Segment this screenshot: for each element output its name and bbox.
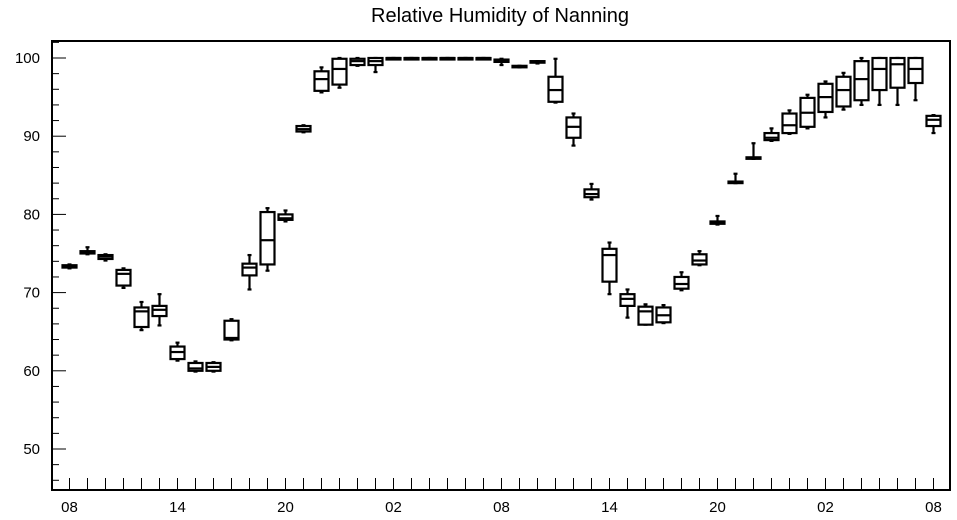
box-item (907, 56, 924, 102)
box-item (421, 56, 438, 61)
box-body (925, 114, 942, 128)
box-body (187, 361, 204, 372)
box-body (223, 319, 240, 341)
x-tick-label: 02 (385, 499, 402, 516)
box-item (187, 360, 204, 373)
x-axis: 08 14 20 02 08 14 20 02 08 (61, 478, 942, 516)
box-item (511, 64, 528, 69)
box-item (853, 56, 870, 107)
box-body (601, 247, 618, 283)
box-item (745, 142, 762, 160)
box-item (439, 56, 456, 61)
box-body (871, 56, 888, 92)
box-item (835, 71, 852, 111)
box-body (313, 70, 330, 92)
box-body (619, 293, 636, 307)
box-body (907, 56, 924, 85)
box-item (601, 241, 618, 296)
x-tick-label: 14 (601, 499, 618, 516)
box-item (637, 303, 654, 326)
box-body (259, 210, 276, 266)
y-tick-label: 80 (23, 206, 40, 223)
x-tick-label: 08 (925, 499, 942, 516)
box-item (691, 250, 708, 267)
box-body (115, 268, 132, 287)
box-body (277, 213, 294, 221)
box-body (835, 75, 852, 108)
box-item (475, 56, 492, 61)
box-item (727, 172, 744, 185)
x-tick-label: 08 (493, 499, 510, 516)
box-body (331, 57, 348, 86)
box-body (151, 304, 168, 318)
chart-title: Relative Humidity of Nanning (371, 5, 629, 27)
box-body (691, 253, 708, 266)
box-item (619, 288, 636, 319)
box-item (925, 113, 942, 135)
y-tick-label: 70 (23, 285, 40, 302)
box-item (277, 209, 294, 223)
x-tick-label: 20 (277, 499, 294, 516)
x-tick-label: 08 (61, 499, 78, 516)
box-item (367, 56, 384, 74)
box-item (889, 56, 906, 107)
box-item (169, 341, 186, 362)
x-tick-label: 20 (709, 499, 726, 516)
box-item (583, 182, 600, 201)
box-series (61, 56, 942, 373)
y-tick-label: 90 (23, 128, 40, 145)
box-item (295, 124, 312, 134)
box-item (673, 271, 690, 292)
box-body (241, 262, 258, 277)
box-body (853, 60, 870, 102)
x-tick-label: 14 (169, 499, 186, 516)
box-item (799, 93, 816, 130)
box-item (259, 207, 276, 272)
box-item (133, 300, 150, 332)
box-item (97, 253, 114, 262)
box-body (781, 112, 798, 135)
y-tick-label: 100 (15, 50, 40, 67)
box-body (763, 131, 780, 142)
box-item (313, 66, 330, 94)
box-item (565, 112, 582, 147)
box-item (763, 127, 780, 142)
box-item (241, 253, 258, 291)
box-item (349, 56, 366, 67)
box-item (709, 214, 726, 226)
box-item (205, 361, 222, 373)
box-item (79, 246, 96, 256)
box-item (385, 56, 402, 61)
box-item (457, 56, 474, 61)
box-item (529, 60, 546, 65)
box-item (493, 57, 510, 67)
y-tick-label: 60 (23, 363, 40, 380)
x-tick-label: 02 (817, 499, 834, 516)
box-body (889, 56, 906, 89)
box-item (331, 56, 348, 89)
box-body (673, 275, 690, 290)
box-item (781, 109, 798, 135)
y-axis: 50 60 70 80 90 100 (15, 41, 66, 481)
y-tick-label: 50 (23, 441, 40, 458)
box-item (403, 56, 420, 61)
box-body (637, 305, 654, 326)
box-item (547, 57, 564, 104)
box-item (871, 56, 888, 107)
box-item (115, 267, 132, 290)
box-item (223, 318, 240, 342)
box-item (655, 304, 672, 325)
box-item (61, 263, 78, 270)
box-item (817, 80, 834, 119)
box-item (151, 293, 168, 327)
